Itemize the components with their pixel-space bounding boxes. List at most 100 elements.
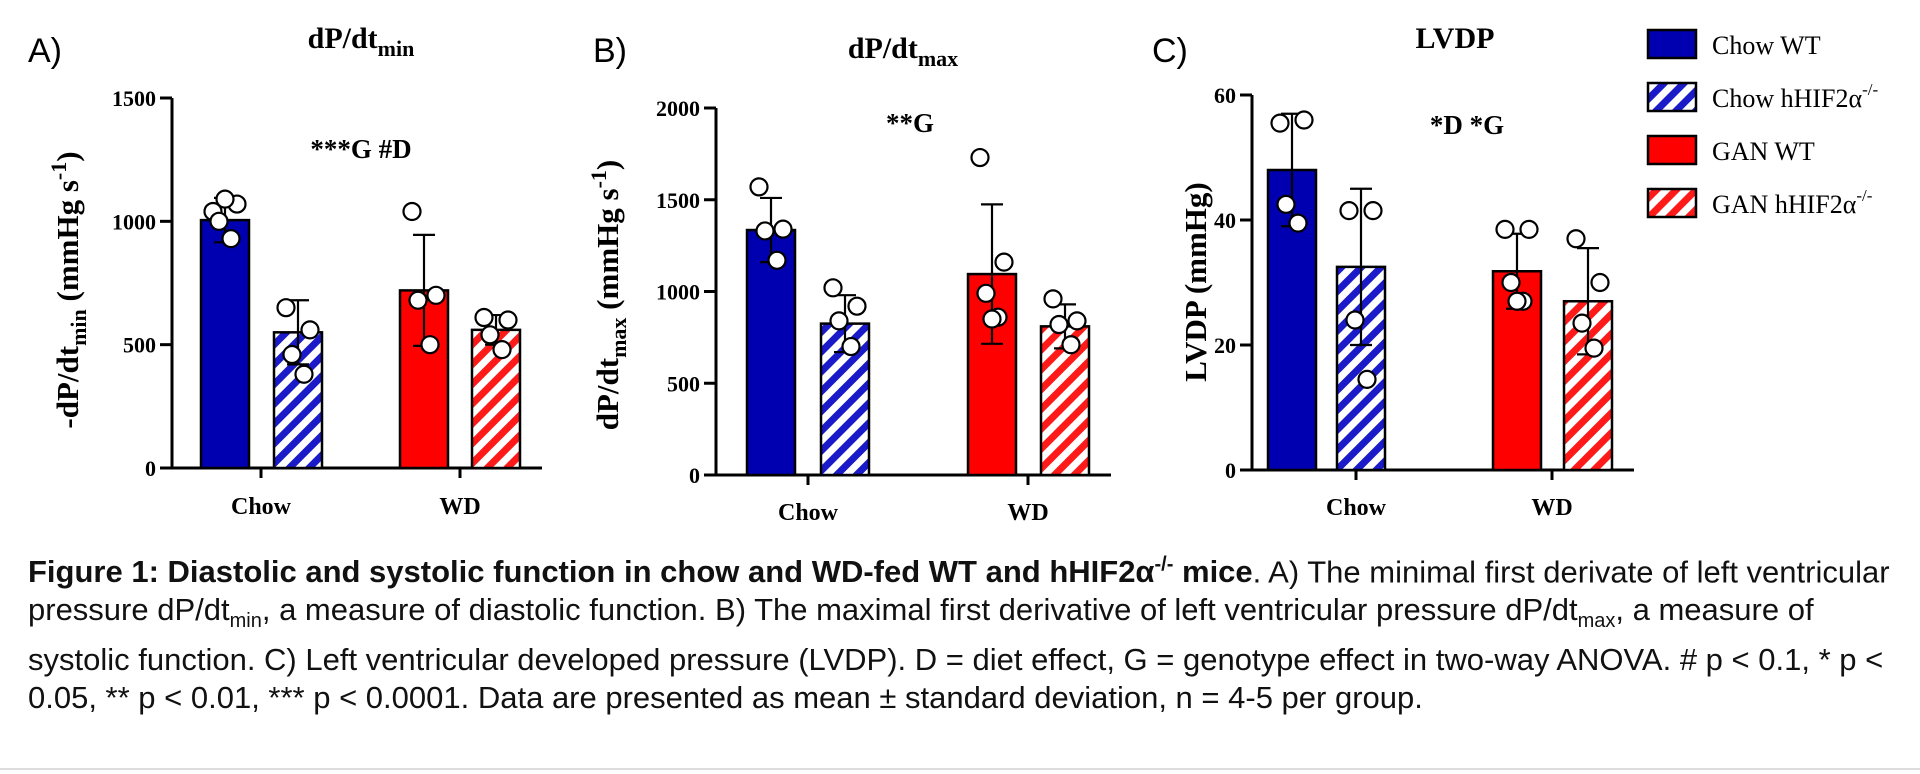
data-point <box>749 177 769 197</box>
data-point <box>480 325 500 345</box>
x-tick-label: WD <box>1007 500 1048 526</box>
data-point <box>1590 272 1610 293</box>
chart-title-sub: max <box>918 46 958 71</box>
legend-swatch <box>1646 28 1698 60</box>
legend-label-sup: -/- <box>1862 80 1878 99</box>
data-point <box>1288 213 1308 233</box>
chart-title: dP/dtmax <box>848 32 958 71</box>
data-point <box>1519 219 1539 239</box>
y-tick-label: 2000 <box>656 96 700 121</box>
data-point <box>767 250 787 270</box>
data-point <box>1566 229 1586 249</box>
data-point <box>300 320 320 340</box>
data-point <box>1357 369 1377 389</box>
data-point <box>294 364 314 384</box>
legend-label: Chow hHIF2α-/- <box>1712 80 1879 113</box>
data-point <box>1049 314 1069 335</box>
legend-label-sup: -/- <box>1856 186 1872 205</box>
legend-item: Chow hHIF2α-/- <box>1646 80 1879 113</box>
legend-swatch <box>1646 134 1698 166</box>
y-axis-label-sub: min <box>66 309 91 346</box>
data-point <box>1572 313 1592 333</box>
y-axis-label: -dP/dtmin (mmHg s-1) <box>46 151 91 428</box>
data-point <box>1294 110 1314 130</box>
caption-title-part1: Figure 1: Diastolic and systolic functio… <box>28 554 1155 590</box>
figure-caption: Figure 1: Diastolic and systolic functio… <box>28 546 1898 717</box>
legend-label-main: Chow WT <box>1712 31 1821 60</box>
y-tick-label: 500 <box>667 371 700 396</box>
charts-svg: A) dP/dtmin ***G #D -dP/dtmin (mmHg s-1) 0 50… <box>28 22 1879 526</box>
x-tick-label: Chow <box>1326 495 1387 521</box>
data-point <box>970 147 990 168</box>
data-point <box>1584 338 1604 358</box>
data-point <box>994 252 1014 272</box>
legend-label-main: GAN WT <box>1712 137 1815 166</box>
y-axis-label-sup: -1 <box>586 170 611 188</box>
x-tick-label: WD <box>439 494 480 520</box>
chart-title-sub: min <box>378 36 415 61</box>
data-point <box>841 336 861 357</box>
caption-text-2: , a measure of diastolic function. B) Th… <box>261 592 1578 628</box>
data-point <box>215 189 235 209</box>
data-point <box>755 221 775 241</box>
legend-item: Chow WT <box>1646 28 1821 60</box>
panel-letter: B) <box>593 32 627 70</box>
y-tick-label: 1500 <box>112 86 156 111</box>
data-point <box>420 335 440 355</box>
x-tick-label: Chow <box>231 494 292 520</box>
significance-label: **G <box>886 108 934 138</box>
legend-swatch <box>1646 187 1698 219</box>
data-point <box>426 285 446 305</box>
data-point <box>829 311 849 331</box>
y-tick-label: 500 <box>123 333 156 358</box>
data-point <box>276 298 296 318</box>
chart-title-main: LVDP <box>1416 22 1495 55</box>
y-axis-label-sup: -1 <box>46 162 71 180</box>
y-tick-label: 0 <box>689 463 700 488</box>
chart-panel-b: B) dP/dtmax **G dP/dtmax (mmHg s-1) 0 500 1000… <box>586 32 1111 526</box>
caption-text-3: , a measure of systolic function. C) Lef… <box>28 592 1884 715</box>
caption-title-part2: mice <box>1173 554 1253 590</box>
data-point <box>474 307 494 328</box>
y-tick-label: 40 <box>1214 208 1236 233</box>
y-tick-label: 0 <box>145 456 156 481</box>
caption-text-1: . A) The minimal first derivate of left … <box>28 554 1890 628</box>
legend-item: GAN WT <box>1646 134 1815 166</box>
data-point <box>1363 201 1383 221</box>
y-axis-label: dP/dtmax (mmHg s-1) <box>586 160 631 431</box>
y-axis-label: LVDP (mmHg) <box>1178 182 1213 382</box>
legend-label-main: Chow hHIF2α <box>1712 84 1863 113</box>
data-point <box>1043 289 1063 309</box>
y-axis-label-end: ) <box>590 160 625 170</box>
y-axis-label-end: ) <box>50 151 85 161</box>
chart-title: dP/dtmin <box>308 22 415 61</box>
data-point <box>982 309 1002 329</box>
data-point <box>402 201 422 222</box>
legend-swatch <box>1646 81 1698 113</box>
data-point <box>1270 113 1290 133</box>
legend-label: GAN WT <box>1712 137 1815 166</box>
data-point <box>823 278 843 298</box>
data-point <box>282 344 302 365</box>
data-point <box>1061 335 1081 355</box>
caption-title-sup: -/- <box>1154 554 1174 576</box>
panel-letter: A) <box>28 32 62 70</box>
data-point <box>1345 310 1365 330</box>
data-point <box>847 296 867 316</box>
significance-label: *D *G <box>1430 110 1504 140</box>
data-point <box>492 340 512 360</box>
data-point <box>1276 194 1296 214</box>
data-point <box>1339 201 1359 221</box>
data-point <box>221 229 241 249</box>
y-tick-label: 1000 <box>112 209 156 234</box>
y-tick-label: 1000 <box>656 280 700 305</box>
bottom-rule <box>0 768 1920 770</box>
legend-label: Chow WT <box>1712 31 1821 60</box>
y-tick-label: 0 <box>1225 458 1236 483</box>
y-tick-label: 60 <box>1214 83 1236 108</box>
y-tick-label: 20 <box>1214 333 1236 358</box>
data-point <box>209 211 229 231</box>
data-point <box>1495 219 1515 239</box>
significance-label: ***G #D <box>310 134 411 164</box>
data-point <box>408 290 428 310</box>
